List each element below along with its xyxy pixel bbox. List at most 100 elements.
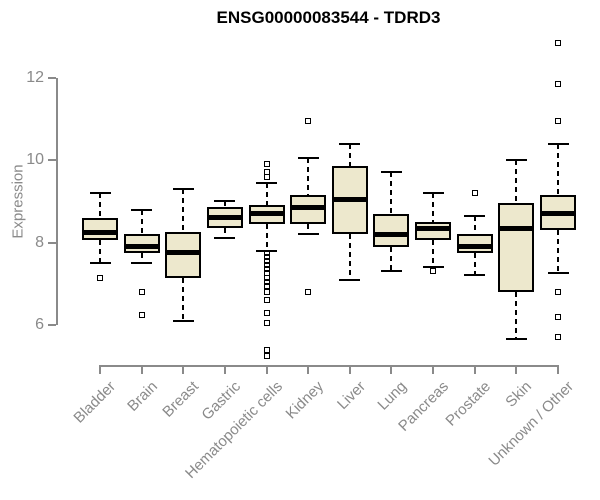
upper-whisker-stem xyxy=(348,143,351,167)
upper-whisker-cap xyxy=(547,142,569,145)
x-axis-tick xyxy=(432,365,435,374)
chart-title: ENSG00000083544 - TDRD3 xyxy=(216,8,441,27)
lower-whisker-cap xyxy=(131,262,153,265)
outlier-point xyxy=(430,268,437,275)
upper-whisker-stem xyxy=(515,160,518,204)
outlier-point xyxy=(555,288,562,295)
median-line xyxy=(248,211,285,217)
outlier-point xyxy=(263,253,270,260)
upper-whisker-stem xyxy=(265,182,268,206)
median-line xyxy=(165,250,202,256)
lower-whisker-stem xyxy=(557,230,560,274)
x-axis-tick xyxy=(99,365,101,374)
upper-whisker-stem xyxy=(140,209,143,235)
x-axis-tick xyxy=(348,365,351,374)
outlier-point xyxy=(555,334,562,341)
upper-whisker-cap xyxy=(380,171,402,174)
x-axis-tick xyxy=(557,365,560,374)
lower-whisker-cap xyxy=(339,278,361,281)
outlier-point xyxy=(263,282,270,289)
outlier-point xyxy=(555,117,562,124)
outlier-point xyxy=(263,161,270,168)
x-axis-tick xyxy=(515,365,518,374)
outlier-point xyxy=(263,288,270,295)
median-line xyxy=(456,244,493,250)
outlier-point xyxy=(138,311,145,318)
lower-whisker-stem xyxy=(265,223,268,251)
upper-whisker-stem xyxy=(182,188,185,233)
x-axis-tick xyxy=(140,365,143,374)
median-line xyxy=(415,225,452,231)
lower-whisker-stem xyxy=(515,291,518,340)
upper-whisker-cap xyxy=(214,200,236,203)
x-axis-tick xyxy=(223,365,226,374)
upper-whisker-cap xyxy=(131,208,153,211)
lower-whisker-stem xyxy=(307,223,310,235)
outlier-point xyxy=(305,117,312,124)
outlier-point xyxy=(263,249,270,256)
lower-whisker-cap xyxy=(89,262,111,265)
upper-whisker-cap xyxy=(89,192,111,195)
y-axis-tick-label: 10 xyxy=(26,151,44,169)
x-axis-line xyxy=(99,365,560,367)
outlier-point xyxy=(263,270,270,277)
median-line xyxy=(123,244,160,250)
y-axis-tick-label: 8 xyxy=(35,233,44,251)
outlier-point xyxy=(263,319,270,326)
outlier-point xyxy=(471,190,478,197)
lower-whisker-cap xyxy=(297,233,319,236)
outlier-point xyxy=(263,346,270,353)
y-axis-tick xyxy=(48,323,56,326)
median-line xyxy=(290,204,327,210)
outlier-point xyxy=(263,274,270,281)
upper-whisker-cap xyxy=(256,181,278,184)
lower-whisker-cap xyxy=(547,272,569,275)
lower-whisker-cap xyxy=(464,274,486,277)
outlier-point xyxy=(305,288,312,295)
outlier-point xyxy=(263,258,270,265)
median-line xyxy=(540,211,577,217)
upper-whisker-stem xyxy=(99,193,101,218)
median-line xyxy=(498,225,535,231)
median-line xyxy=(82,229,118,235)
upper-whisker-cap xyxy=(297,157,319,160)
outlier-point xyxy=(263,173,270,180)
y-axis-tick xyxy=(48,76,56,79)
iqr-box xyxy=(82,217,118,241)
upper-whisker-cap xyxy=(422,192,444,195)
x-axis-tick xyxy=(182,365,185,374)
y-axis-tick-label: 12 xyxy=(26,68,44,86)
y-axis-title: Expression xyxy=(9,164,27,239)
lower-whisker-cap xyxy=(422,266,444,269)
lower-whisker-stem xyxy=(432,240,435,268)
x-axis-tick xyxy=(265,365,268,374)
outlier-point xyxy=(263,169,270,176)
outlier-point xyxy=(263,309,270,316)
y-axis-tick-label: 6 xyxy=(35,315,44,333)
median-line xyxy=(331,196,368,202)
lower-whisker-stem xyxy=(99,240,101,264)
y-axis-tick xyxy=(48,159,56,162)
lower-whisker-stem xyxy=(223,228,226,239)
outlier-point xyxy=(97,274,103,281)
upper-whisker-cap xyxy=(464,214,486,217)
x-axis-tick xyxy=(307,365,310,374)
median-line xyxy=(206,215,243,221)
outlier-point xyxy=(555,39,562,46)
upper-whisker-stem xyxy=(432,193,435,222)
lower-whisker-cap xyxy=(172,319,194,322)
lower-whisker-cap xyxy=(505,338,527,341)
lower-whisker-stem xyxy=(390,246,393,272)
x-axis-tick xyxy=(473,365,476,374)
y-axis-tick xyxy=(48,241,56,244)
iqr-box xyxy=(373,213,410,247)
x-axis-tick xyxy=(390,365,393,374)
upper-whisker-stem xyxy=(307,158,310,196)
lower-whisker-stem xyxy=(140,252,143,264)
outlier-point xyxy=(263,266,270,273)
y-axis-line xyxy=(56,77,58,325)
upper-whisker-cap xyxy=(339,142,361,145)
outlier-point xyxy=(263,262,270,269)
median-line xyxy=(373,231,410,237)
outlier-point xyxy=(555,80,562,87)
